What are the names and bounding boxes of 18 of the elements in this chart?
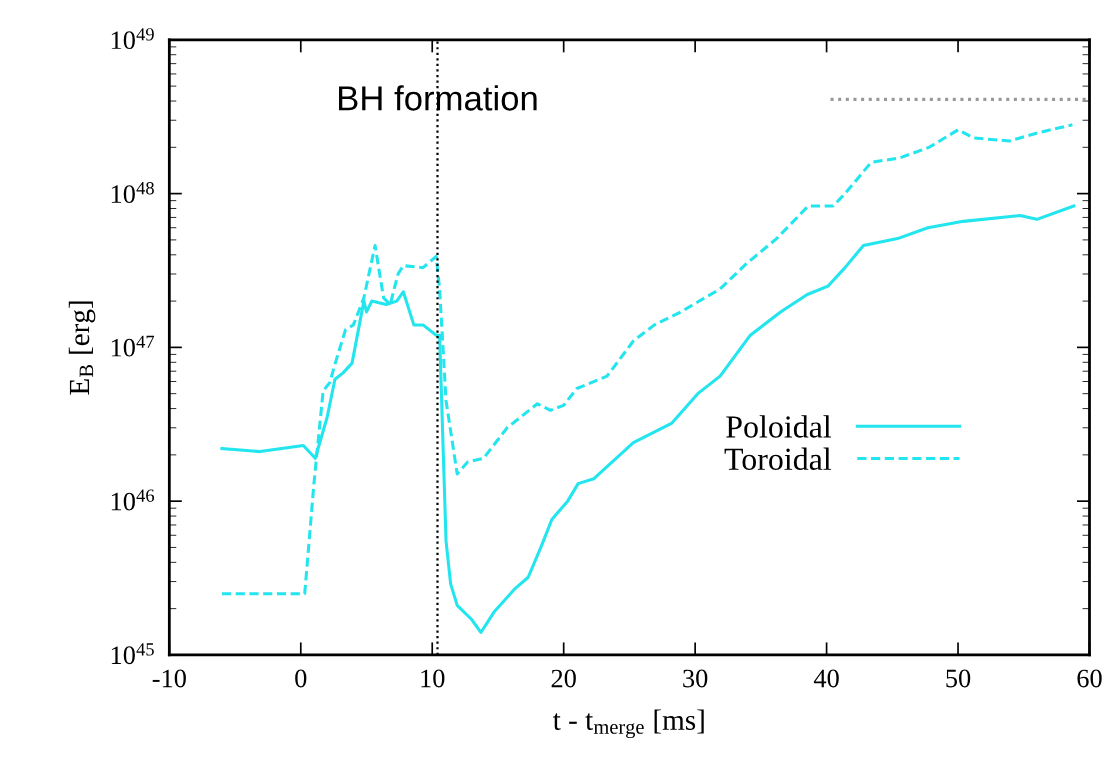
legend-label: Toroidal xyxy=(724,447,832,471)
x-tick-label: 60 xyxy=(1077,669,1102,688)
x-tick-label: 0 xyxy=(295,669,307,688)
y-tick-label: 10$^{45}$ xyxy=(111,643,154,665)
y-tick-label: 10$^{48}$ xyxy=(111,181,154,203)
y-tick-label: 10$^{46}$ xyxy=(111,489,155,511)
x-tick-label: 50 xyxy=(946,669,971,688)
x-tick-label: 10 xyxy=(421,669,445,688)
y-tick-label: 10$^{47}$ xyxy=(111,335,155,357)
x-axis-title: t - t$_{merge}$ [ms] xyxy=(552,709,704,739)
x-tick-label: 40 xyxy=(813,669,839,688)
x-tick-label: 20 xyxy=(551,669,576,688)
legend-label: Poloidal xyxy=(726,415,832,438)
y-axis-title: E$_{B}$ [erg] xyxy=(68,301,96,395)
y-tick-label: 10$^{49}$ xyxy=(111,28,154,50)
ref-line-label: BH formation xyxy=(339,85,537,111)
x-tick-label: 30 xyxy=(683,669,708,688)
x-tick-label: -10 xyxy=(152,669,186,688)
